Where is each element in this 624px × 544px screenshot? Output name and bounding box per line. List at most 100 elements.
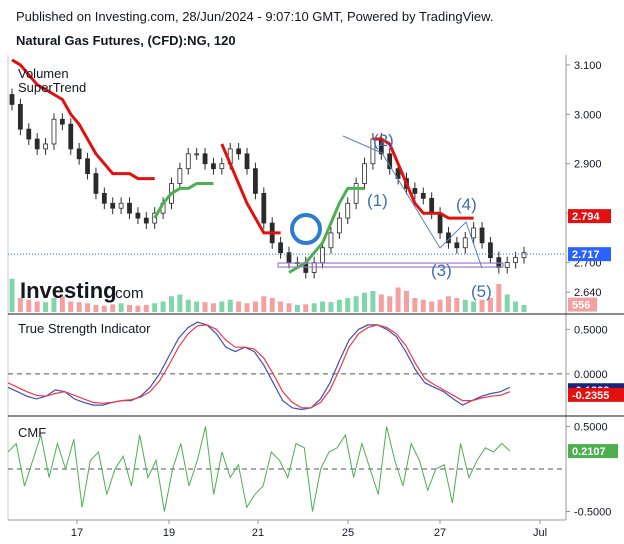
volume-bar xyxy=(202,302,208,312)
supertrend-down-line xyxy=(220,143,281,235)
candle-body xyxy=(513,257,519,263)
volume-bar xyxy=(420,299,426,312)
price-badge: 2.794 xyxy=(572,211,600,223)
candle-body xyxy=(504,262,510,268)
volume-bar xyxy=(59,296,65,312)
volume-bar xyxy=(345,298,351,312)
price-badge-bg xyxy=(568,297,597,312)
cmf-y-tick-label: -0.5000 xyxy=(574,507,611,519)
candle-body xyxy=(412,188,418,194)
volume-bar xyxy=(160,301,166,312)
elliott-wave-label: (1) xyxy=(367,191,388,210)
volume-bar xyxy=(210,303,216,312)
candle-body xyxy=(194,153,200,156)
price-badge-bg xyxy=(568,209,611,224)
candle-body xyxy=(429,197,435,214)
volume-bar xyxy=(336,299,342,312)
candle-body xyxy=(68,123,74,150)
volume-bar xyxy=(462,299,468,312)
x-tick-label: 17 xyxy=(71,527,83,539)
volume-bar xyxy=(110,304,116,312)
volume-bar xyxy=(194,301,200,312)
x-tick-label: Jul xyxy=(533,527,547,539)
candle-body xyxy=(76,148,82,160)
volume-bar xyxy=(135,305,141,312)
candle-body xyxy=(521,252,527,259)
volume-bar xyxy=(362,292,368,312)
volume-bar xyxy=(445,296,451,312)
candle-body xyxy=(387,153,393,170)
candle-body xyxy=(320,247,325,263)
x-tick-label: 27 xyxy=(434,527,446,539)
symbol-title: Natural Gas Futures, (CFD):NG, 120 xyxy=(16,33,236,48)
volume-bar xyxy=(68,301,74,312)
volume-bar xyxy=(101,305,107,312)
volume-bar xyxy=(437,299,443,312)
elliott-wave-label: (5) xyxy=(471,282,492,301)
elliott-wave-label: (4) xyxy=(456,195,477,214)
supertrend-up-line xyxy=(288,186,365,274)
tsi-y-tick-label: 0.0000 xyxy=(574,369,608,381)
volume-bar xyxy=(370,291,376,312)
volume-bar xyxy=(261,296,267,312)
candle-body xyxy=(85,158,90,175)
volume-bar xyxy=(269,298,275,312)
candle-body xyxy=(471,227,477,239)
candle-body xyxy=(362,163,367,184)
tsi-badge: -0.2355 xyxy=(572,390,609,402)
candle-body xyxy=(9,94,15,105)
candle-body xyxy=(244,153,250,170)
candle-body xyxy=(479,227,485,244)
cmf-line xyxy=(7,426,511,512)
volume-bar xyxy=(244,303,250,312)
cmf-badge-bg xyxy=(568,444,618,459)
price-y-tick-label: 3.000 xyxy=(574,109,602,121)
candle-body xyxy=(26,128,32,140)
volume-bar xyxy=(43,302,49,312)
volume-bar xyxy=(403,291,409,312)
volume-bar xyxy=(252,301,258,312)
candle-body xyxy=(135,212,141,219)
candle-body xyxy=(59,118,65,125)
supertrend-down-line xyxy=(372,137,474,220)
x-tick-label: 25 xyxy=(342,527,354,539)
candle-body xyxy=(185,153,191,170)
candle-body xyxy=(93,173,99,194)
volume-bar xyxy=(85,303,91,312)
volume-bar xyxy=(303,304,309,312)
cmf-y-tick-label: 0.5000 xyxy=(574,422,608,434)
tsi-badge-bg xyxy=(568,387,624,402)
volume-bar xyxy=(177,294,183,312)
cmf-title: CMF xyxy=(18,425,46,440)
tsi-title: True Strength Indicator xyxy=(18,321,151,336)
candle-body xyxy=(236,148,242,155)
volume-bar xyxy=(496,284,502,312)
candle-body xyxy=(202,153,208,165)
volume-bar xyxy=(9,278,15,312)
candle-body xyxy=(253,168,258,194)
x-tick-label: 19 xyxy=(163,527,175,539)
candle-body xyxy=(127,202,132,214)
volume-bar xyxy=(429,301,435,312)
price-y-tick-label: 2.640 xyxy=(574,287,602,299)
investing-logo-domain: .com xyxy=(111,285,144,302)
volume-bar xyxy=(395,287,401,312)
volume-bar xyxy=(487,298,493,312)
candle-body xyxy=(219,163,225,170)
x-tick-label: 21 xyxy=(252,527,264,539)
elliott-wave-label: (3) xyxy=(431,261,452,280)
candle-body xyxy=(336,217,342,234)
volume-bar xyxy=(353,296,359,312)
volume-bar xyxy=(168,296,174,312)
candle-body xyxy=(462,237,468,249)
candle-body xyxy=(177,168,183,184)
tsi-y-tick-label: 0.5000 xyxy=(574,324,608,336)
price-y-tick-label: 3.100 xyxy=(574,60,602,72)
candle-body xyxy=(17,104,23,130)
cmf-badge: 0.2107 xyxy=(572,446,606,458)
candle-body xyxy=(345,202,351,219)
volume-bar xyxy=(185,299,191,312)
candle-body xyxy=(143,217,149,224)
volume-bar xyxy=(227,299,233,312)
